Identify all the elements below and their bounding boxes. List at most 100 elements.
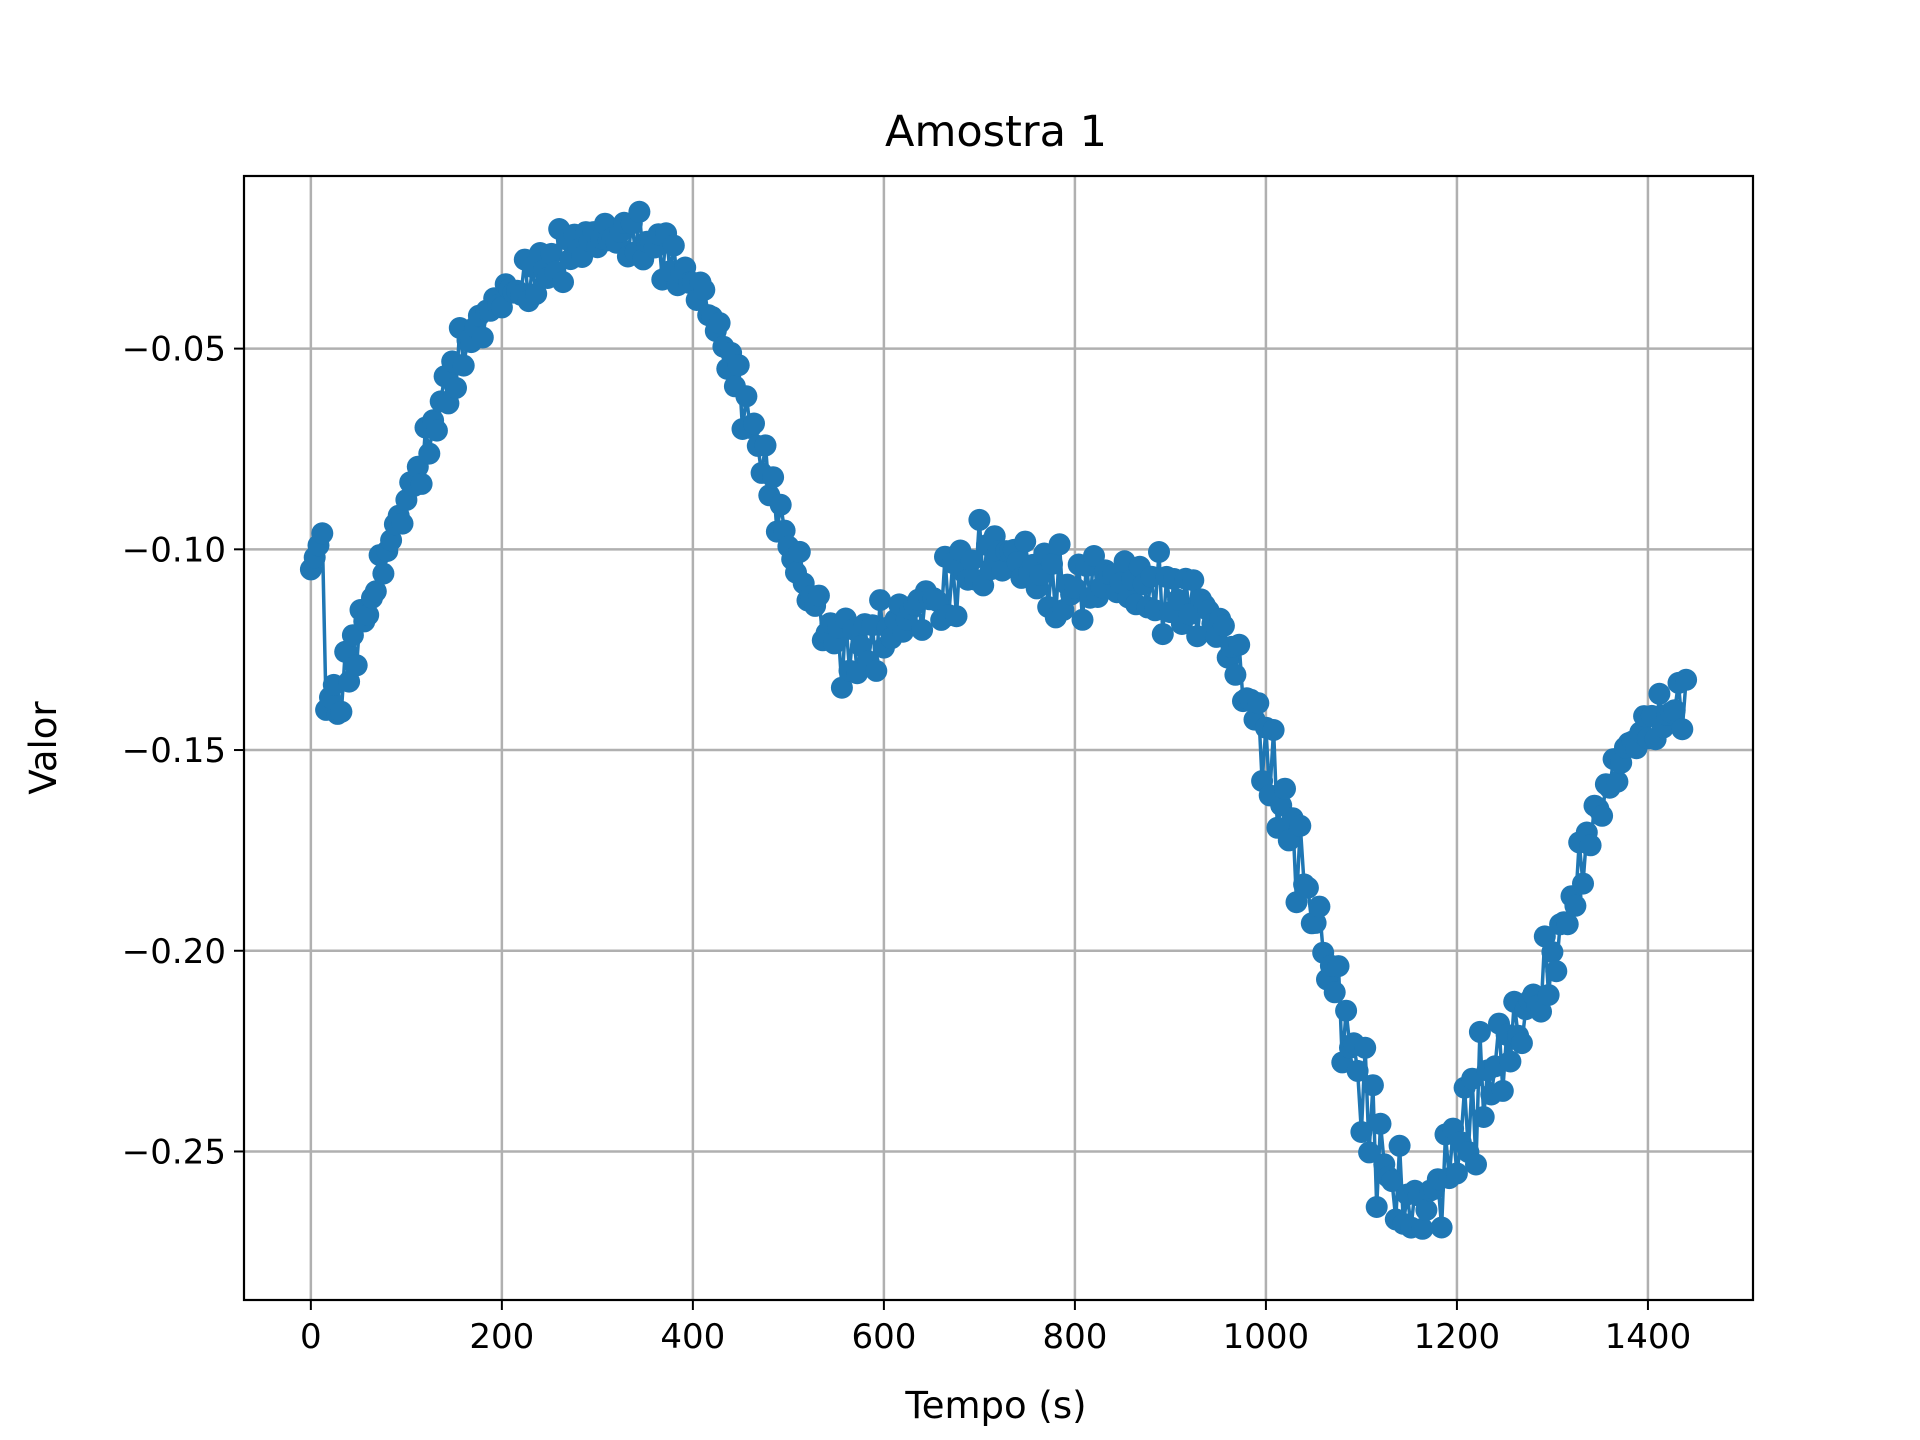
data-point [1671, 718, 1694, 741]
data-point [788, 540, 811, 563]
y-tick-label: −0.10 [122, 530, 226, 570]
x-tick-label: 0 [300, 1317, 322, 1357]
data-point [1224, 663, 1247, 686]
data-point [1308, 895, 1331, 918]
data-point [662, 234, 685, 257]
series-markers [299, 200, 1698, 1240]
data-point [1648, 682, 1671, 705]
data-point [865, 659, 888, 682]
data-point [1148, 541, 1170, 563]
chart-title: Amostra 1 [885, 107, 1107, 157]
x-axis-label: Tempo (s) [904, 1384, 1086, 1427]
data-point [1186, 625, 1209, 648]
x-tick-label: 1000 [1223, 1317, 1310, 1357]
data-point [1468, 1020, 1491, 1043]
data-point [1346, 1059, 1369, 1082]
data-point [628, 200, 651, 223]
data-point [1182, 569, 1205, 592]
data-point [345, 654, 368, 677]
data-point [445, 376, 467, 399]
y-tick-label: −0.05 [122, 330, 226, 370]
x-tick-label: 600 [851, 1317, 916, 1357]
data-point [1411, 1217, 1434, 1240]
data-point [1388, 1134, 1411, 1157]
x-tick-label: 200 [469, 1317, 534, 1357]
data-point [1354, 1036, 1377, 1059]
data-point [1369, 1112, 1392, 1135]
data-point [830, 676, 853, 699]
data-point [330, 700, 353, 723]
data-point [1537, 984, 1560, 1006]
data-point [1606, 770, 1629, 793]
data-point [1430, 1216, 1453, 1239]
data-point [1358, 1141, 1381, 1164]
data-point [743, 412, 765, 435]
x-axis-ticks: 0 200 400 600 800 1000 1200 1400 [300, 1300, 1691, 1357]
data-point [762, 466, 785, 489]
y-tick-label: −0.25 [122, 1132, 226, 1172]
data-point [1499, 1050, 1522, 1073]
data-point [338, 670, 361, 693]
data-point [754, 434, 777, 457]
data-point [452, 354, 475, 377]
data-point [1071, 608, 1094, 631]
plot-frame [242, 174, 1755, 1302]
data-point [1041, 553, 1063, 575]
data-point [727, 354, 750, 377]
data-point [1530, 1000, 1552, 1023]
data-point [1228, 633, 1251, 656]
data-point [1663, 699, 1686, 722]
data-point [1491, 1079, 1514, 1102]
data-point [1151, 623, 1174, 646]
data-point [968, 508, 991, 531]
data-point [552, 271, 574, 294]
data-point [1365, 1196, 1388, 1218]
y-tick-label: −0.20 [122, 932, 226, 972]
data-point [471, 326, 494, 349]
data-point [1140, 565, 1163, 588]
data-point [1014, 530, 1037, 553]
x-tick-label: 400 [660, 1317, 725, 1357]
data-point [1289, 814, 1312, 837]
data-point [1296, 876, 1319, 899]
data-point [357, 604, 380, 626]
data-point [1048, 533, 1071, 556]
data-point [911, 618, 934, 641]
data-point [391, 512, 414, 535]
data-point [1274, 777, 1296, 800]
data-point [1323, 981, 1346, 1004]
x-tick-label: 1400 [1605, 1317, 1692, 1357]
data-point [960, 549, 983, 572]
data-point [1572, 872, 1594, 895]
data-point [945, 605, 968, 628]
data-point [418, 442, 441, 465]
data-point [1327, 955, 1350, 978]
data-point [1510, 1032, 1533, 1055]
data-point [490, 296, 513, 319]
data-point [769, 493, 792, 516]
y-axis-label: Valor [22, 701, 65, 795]
data-point [1545, 960, 1568, 983]
data-point [1350, 1121, 1373, 1143]
data-point [1541, 941, 1564, 964]
y-tick-label: −0.15 [122, 731, 226, 771]
data-point [1415, 1199, 1438, 1221]
data-point [1381, 1170, 1403, 1193]
data-point [1675, 668, 1698, 691]
data-point [1564, 894, 1587, 917]
data-point [693, 278, 716, 301]
data-point [540, 242, 563, 265]
y-axis-ticks: −0.05 −0.10 −0.15 −0.20 −0.25 [122, 330, 244, 1172]
data-point [1247, 692, 1270, 715]
data-point [1445, 1162, 1468, 1185]
data-point [1335, 999, 1358, 1022]
data-point [1262, 719, 1285, 741]
data-point [1465, 1153, 1487, 1176]
x-tick-label: 1200 [1414, 1317, 1501, 1357]
data-point [807, 584, 830, 607]
data-point [1556, 913, 1579, 936]
data-point [1591, 804, 1614, 827]
data-point [525, 282, 548, 305]
data-point [410, 472, 433, 495]
